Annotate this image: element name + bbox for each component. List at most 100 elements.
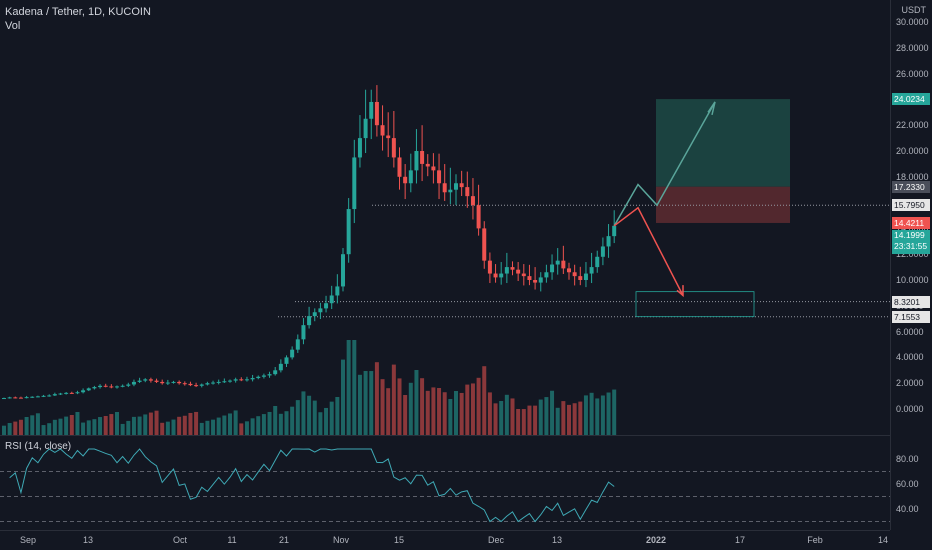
candle-body	[278, 363, 283, 371]
candle-body	[470, 196, 475, 206]
volume-bar	[267, 411, 272, 435]
volume-bar	[459, 392, 464, 435]
volume-bar	[233, 410, 238, 435]
rsi-tick: 80.00	[896, 454, 919, 464]
candle-body	[58, 393, 63, 395]
candle-body	[516, 269, 521, 274]
price-tick: 0.0000	[896, 404, 924, 414]
candle-body	[199, 384, 204, 386]
candle-body	[69, 392, 74, 394]
volume-bar	[578, 401, 583, 435]
price-label: 15.7950	[892, 199, 930, 212]
volume-bar	[81, 422, 86, 435]
time-tick: Sep	[19, 535, 37, 545]
candle-body	[369, 101, 374, 119]
volume-bar	[165, 421, 170, 435]
candle-body	[126, 384, 131, 386]
volume-bar	[346, 340, 351, 435]
price-tick: 12.0000	[896, 249, 929, 260]
candle-body	[41, 395, 46, 397]
candle-body	[589, 267, 594, 274]
price-tick: 18.0000	[896, 171, 929, 182]
volume-bar	[374, 362, 379, 435]
volume-bar	[2, 425, 6, 435]
price-label: 24.0234	[892, 93, 930, 106]
candle-body	[335, 286, 340, 296]
time-tick: 15	[393, 535, 405, 545]
volume-label: Vol	[5, 20, 21, 32]
volume-bar	[561, 401, 566, 435]
candle-body	[403, 176, 408, 184]
time-tick: 13	[551, 535, 563, 545]
candle-body	[454, 183, 458, 190]
candle-body	[555, 260, 560, 265]
candle-body	[606, 236, 611, 247]
volume-bar	[369, 371, 374, 435]
candle-body	[301, 325, 306, 340]
candle-body	[420, 151, 425, 164]
price-tick: 28.0000	[896, 42, 929, 53]
price-tick: 26.0000	[896, 68, 929, 79]
volume-bar	[572, 403, 577, 435]
volume-bar	[182, 415, 187, 435]
price-tick: 22.0000	[896, 120, 929, 131]
volume-bar	[273, 406, 278, 435]
candle-body	[324, 303, 329, 309]
time-tick: 2022	[645, 535, 667, 545]
volume-bar	[58, 418, 63, 435]
volume-bar	[154, 410, 159, 435]
time-tick: Feb	[807, 535, 823, 545]
candle-body	[75, 392, 80, 394]
volume-bar	[600, 395, 605, 435]
volume-bar	[493, 403, 498, 435]
volume-bar	[454, 391, 458, 435]
volume-bar	[504, 394, 509, 435]
candle-body	[397, 157, 402, 177]
volume-bar	[148, 412, 153, 435]
candle-body	[448, 189, 453, 193]
volume-bar	[278, 413, 283, 435]
price-tick: 6.0000	[896, 326, 924, 337]
rsi-tick: 40.00	[896, 504, 919, 514]
volume-bar	[109, 414, 114, 435]
volume-bar	[527, 405, 532, 435]
candle-body	[414, 151, 419, 171]
volume-bar	[75, 412, 80, 435]
candle-body	[160, 381, 165, 384]
candle-body	[148, 379, 153, 381]
symbol-title[interactable]: Kadena / Tether, 1D, KUCOIN	[5, 6, 151, 18]
candle-body	[109, 386, 114, 388]
candle-body	[527, 276, 532, 280]
volume-bar	[567, 404, 571, 435]
rsi-label: RSI (14, close)	[5, 441, 72, 452]
candle-body	[24, 397, 29, 399]
price-tick: 2.0000	[896, 378, 924, 389]
candle-body	[250, 378, 255, 380]
price-label: 17.2330	[892, 180, 930, 193]
candle-body	[493, 273, 498, 278]
candle-body	[273, 370, 278, 375]
candle-body	[222, 381, 227, 383]
volume-bar	[307, 395, 312, 435]
volume-bar	[64, 416, 69, 435]
candle-body	[182, 383, 187, 385]
candle-body	[465, 187, 470, 197]
candle-body	[47, 395, 52, 397]
candle-body	[307, 316, 312, 326]
volume-bar	[205, 420, 210, 435]
volume-bar	[103, 416, 108, 435]
volume-bar	[261, 414, 266, 435]
price-label: 14.4211	[892, 216, 930, 229]
volume-bar	[115, 412, 119, 435]
candle-body	[30, 396, 35, 398]
price-label: 7.1553	[892, 310, 930, 323]
volume-bar	[487, 392, 492, 435]
volume-bar	[414, 370, 419, 435]
volume-bar	[41, 425, 46, 435]
volume-bar	[380, 379, 385, 435]
time-tick: Nov	[332, 535, 350, 545]
candle-body	[437, 170, 442, 184]
candle-body	[290, 349, 295, 358]
candle-body	[115, 386, 119, 388]
